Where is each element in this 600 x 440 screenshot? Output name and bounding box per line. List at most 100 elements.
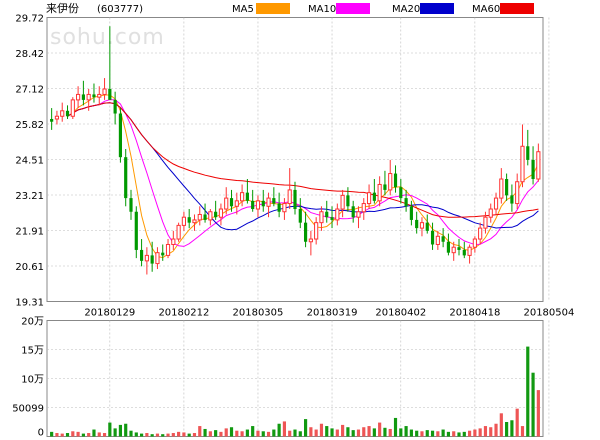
candle-body-down (118, 113, 123, 158)
candle-body-down (462, 249, 466, 256)
candle-body-up (499, 178, 504, 199)
candle-body-up (419, 222, 425, 229)
volume-bar (441, 429, 445, 437)
legend-swatch-ma5 (256, 3, 290, 14)
candle-body-up (478, 227, 483, 240)
volume-bar (113, 428, 117, 437)
volume-bar (409, 429, 413, 437)
volume-bar (399, 428, 403, 437)
candle-body-down (298, 209, 302, 223)
volume-bar (102, 433, 107, 437)
candle-body-up (356, 211, 361, 218)
candle-body-down (113, 99, 117, 114)
candle-body-down (531, 159, 535, 180)
volume-bar (499, 413, 503, 437)
candle-body-down (129, 198, 133, 212)
volume-bar (87, 433, 91, 437)
volume-bar (303, 419, 308, 437)
volume-bar (425, 430, 429, 437)
candle-body-up (451, 246, 456, 254)
price-tick-label: 20.61 (15, 262, 44, 273)
volume-tick-label: 20万 (21, 317, 44, 328)
candle-body-up (54, 115, 60, 120)
watermark: sohu.com (50, 25, 165, 50)
volume-bar (430, 430, 435, 437)
stock-code: (603777) (97, 4, 143, 15)
candle-body-down (346, 195, 350, 207)
candle-body-down (50, 118, 54, 122)
candle-body-up (536, 151, 541, 180)
candle-body-down (272, 198, 276, 204)
candle-body-up (493, 197, 499, 210)
volume-bar (372, 428, 376, 437)
volume-bar (462, 431, 466, 437)
volume-bars (50, 346, 540, 437)
candle-body-down (430, 230, 435, 245)
volume-bar (520, 426, 525, 437)
volume-bar (134, 432, 138, 437)
volume-bar (288, 430, 292, 437)
volume-bar (446, 431, 451, 437)
volume-bar (245, 429, 249, 437)
volume-bar (240, 431, 244, 437)
candle-body-down (65, 110, 70, 117)
candle-body-down (372, 192, 376, 201)
candle-body-up (197, 213, 202, 221)
candle-body-down (161, 252, 165, 256)
volume-bar (256, 430, 260, 437)
price-tick-label: 19.31 (15, 298, 44, 309)
volume-bar (473, 429, 477, 437)
volume-bar (351, 430, 355, 437)
candle-body-up (165, 243, 171, 256)
candle-body-down (505, 179, 509, 196)
volume-bar (494, 423, 498, 437)
candle-body-up (224, 197, 229, 210)
volume-bar (272, 429, 276, 437)
volume-bar (76, 431, 80, 437)
candle-body-down (330, 217, 334, 220)
candle-body-up (488, 208, 493, 218)
volume-bar (319, 423, 324, 437)
candle-body-down (415, 219, 419, 229)
volume-bar (383, 427, 387, 437)
candle-body-down (409, 206, 413, 220)
date-tick-label: 20180402 (375, 308, 426, 319)
grid (47, 17, 550, 437)
candle-body-down (510, 195, 514, 204)
candle-body-up (144, 254, 149, 262)
volume-bar (261, 431, 265, 437)
volume-bar (346, 427, 350, 437)
date-tick-label: 20180319 (307, 308, 358, 319)
candle-body-down (425, 222, 429, 231)
candle-body-down (293, 189, 297, 210)
candle-body-down (526, 146, 530, 160)
candle-body-down (134, 211, 138, 250)
price-tick-label: 23.21 (15, 191, 44, 202)
volume-bar (388, 428, 392, 437)
legend-label-ma5: MA5 (232, 4, 254, 15)
candle-body-up (282, 203, 287, 213)
candle-body-up (240, 192, 245, 202)
candle-body-up (520, 145, 525, 183)
candle-body-down (229, 198, 234, 207)
candle-body-down (351, 206, 355, 218)
candle-body-up (86, 93, 91, 101)
candle-body-up (377, 183, 382, 202)
candle-body-up (319, 211, 324, 224)
volume-bar (81, 433, 85, 437)
volume-bar (235, 430, 239, 437)
volume-bar (60, 433, 64, 437)
candle-body-down (399, 187, 403, 199)
candle-body-down (277, 203, 281, 212)
date-tick-label: 20180418 (449, 308, 500, 319)
candle-body-up (266, 197, 271, 207)
candle-body-down (139, 249, 144, 261)
price-tick-label: 28.42 (15, 49, 44, 60)
candle-body-down (325, 211, 329, 218)
candle-body-up (435, 235, 440, 245)
volume-bar (187, 433, 191, 437)
legend-swatch-ma10 (336, 3, 370, 14)
candle-body-up (155, 252, 160, 265)
volume-bar (50, 431, 54, 437)
date-tick-label: 20180129 (84, 308, 135, 319)
